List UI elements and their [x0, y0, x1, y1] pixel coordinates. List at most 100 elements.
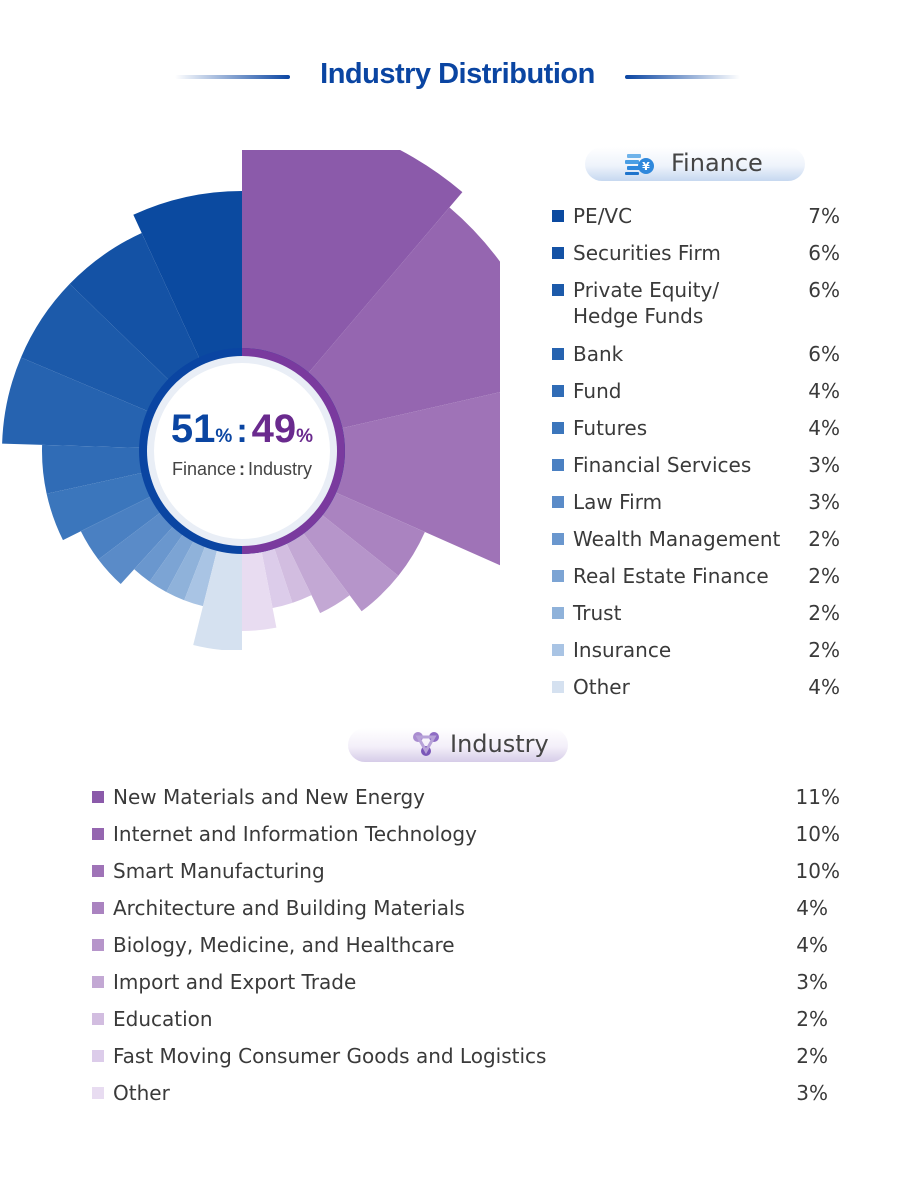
industry-legend-swatch	[92, 1050, 104, 1062]
finance-segment-9	[149, 532, 195, 592]
finance-legend-swatch	[552, 348, 564, 360]
industry-legend-value: 11%	[795, 785, 840, 809]
finance-legend-swatch	[552, 385, 564, 397]
ratio-separator: :	[236, 412, 248, 450]
finance-legend-value: 2%	[808, 601, 840, 625]
finance-legend-label: PE/VC	[573, 204, 633, 228]
finance-legend-swatch	[552, 644, 564, 656]
industry-network-icon	[413, 732, 439, 756]
finance-legend-value: 6%	[808, 241, 840, 265]
ratio-caption: Finance: Industry	[171, 459, 313, 479]
industry-legend-label: Import and Export Trade	[113, 970, 357, 994]
finance-legend-value: 4%	[808, 675, 840, 699]
industry-legend-label: Biology, Medicine, and Healthcare	[113, 933, 455, 957]
finance-legend-value: 2%	[808, 564, 840, 588]
finance-segment-2	[20, 283, 171, 413]
industry-segment-1	[306, 207, 500, 429]
center-ratio: 51%:49% Finance: Industry	[140, 405, 344, 480]
page-title: Industry Distribution	[320, 58, 595, 90]
finance-segment-1	[69, 232, 201, 382]
title-bar: Industry Distribution	[0, 56, 915, 100]
industry-legend-value: 10%	[795, 859, 840, 883]
finance-legend-label: Bank	[573, 342, 624, 366]
svg-text:¥: ¥	[642, 160, 650, 173]
finance-legend-swatch	[552, 284, 564, 296]
finance-legend-value: 3%	[808, 490, 840, 514]
finance-legend-value: 4%	[808, 416, 840, 440]
industry-legend-value: 3%	[796, 1081, 828, 1105]
finance-header-label: Finance	[671, 149, 763, 177]
industry-legend-label: Other	[113, 1081, 170, 1105]
finance-legend-value: 2%	[808, 527, 840, 551]
industry-legend-swatch	[92, 902, 104, 914]
industry-legend-value: 2%	[796, 1007, 828, 1031]
industry-legend-label: New Materials and New Energy	[113, 785, 425, 809]
finance-segment-4	[41, 444, 145, 494]
industry-ratio: 49%	[251, 407, 314, 451]
finance-segment-12	[193, 547, 242, 650]
industry-segment-2	[333, 392, 500, 566]
finance-legend-value: 3%	[808, 453, 840, 477]
finance-legend-value: 2%	[808, 638, 840, 662]
industry-segment-0	[242, 150, 463, 375]
industry-segment-3	[320, 491, 425, 576]
industry-legend-value: 2%	[796, 1044, 828, 1068]
industry-segment-8	[242, 549, 277, 631]
finance-segment-0	[133, 191, 242, 361]
finance-legend-swatch	[552, 533, 564, 545]
finance-legend-label: Trust	[573, 601, 622, 625]
finance-legend-value: 6%	[808, 342, 840, 366]
finance-legend-swatch	[552, 681, 564, 693]
industry-segment-4	[301, 513, 399, 612]
industry-legend-label: Smart Manufacturing	[113, 859, 325, 883]
finance-legend-swatch	[552, 496, 564, 508]
center-disc	[154, 363, 330, 539]
title-divider-left	[175, 75, 290, 79]
finance-legend-label: Futures	[573, 416, 648, 440]
finance-segment-10	[166, 539, 206, 601]
industry-legend-swatch	[92, 791, 104, 803]
finance-legend-swatch	[552, 570, 564, 582]
finance-segment-5	[46, 472, 153, 541]
industry-legend-value: 4%	[796, 933, 828, 957]
finance-segment-8	[134, 524, 185, 582]
finance-legend-swatch	[552, 459, 564, 471]
industry-segment-6	[273, 541, 312, 603]
industry-legend-label: Education	[113, 1007, 213, 1031]
industry-legend-label: Fast Moving Consumer Goods and Logistics	[113, 1044, 547, 1068]
finance-legend-swatch	[552, 607, 564, 619]
finance-legend-label: Wealth Management	[573, 527, 781, 551]
industry-legend-value: 3%	[796, 970, 828, 994]
finance-legend-value: 7%	[808, 204, 840, 228]
finance-legend-label: Insurance	[573, 638, 672, 662]
finance-legend-swatch	[552, 247, 564, 259]
industry-legend-label: Architecture and Building Materials	[113, 896, 465, 920]
finance-legend-swatch	[552, 210, 564, 222]
radial-distribution-chart	[2, 150, 500, 650]
finance-legend-swatch	[552, 422, 564, 434]
industry-segment-5	[285, 531, 350, 614]
finance-header-pill	[585, 147, 805, 181]
industry-legend-swatch	[92, 828, 104, 840]
finance-segment-6	[80, 495, 163, 560]
finance-segment-7	[98, 511, 175, 585]
industry-segment-7	[261, 545, 293, 609]
finance-legend-label: Private Equity/ Hedge Funds	[573, 278, 720, 328]
industry-legend-swatch	[92, 976, 104, 988]
finance-segment-3	[2, 357, 150, 448]
finance-ratio: 51%	[170, 407, 233, 451]
finance-legend-label: Financial Services	[573, 453, 752, 477]
industry-legend-swatch	[92, 865, 104, 877]
industry-header-label: Industry	[450, 730, 549, 758]
finance-legend-value: 6%	[808, 278, 840, 302]
finance-legend-label: Other	[573, 675, 630, 699]
finance-legend-value: 4%	[808, 379, 840, 403]
ratio-values: 51%:49%	[140, 405, 344, 461]
industry-legend-label: Internet and Information Technology	[113, 822, 477, 846]
industry-legend-value: 4%	[796, 896, 828, 920]
title-divider-right	[625, 75, 740, 79]
finance-legend-label: Fund	[573, 379, 622, 403]
industry-legend-swatch	[92, 939, 104, 951]
industry-legend-swatch	[92, 1013, 104, 1025]
finance-segment-11	[184, 544, 218, 607]
